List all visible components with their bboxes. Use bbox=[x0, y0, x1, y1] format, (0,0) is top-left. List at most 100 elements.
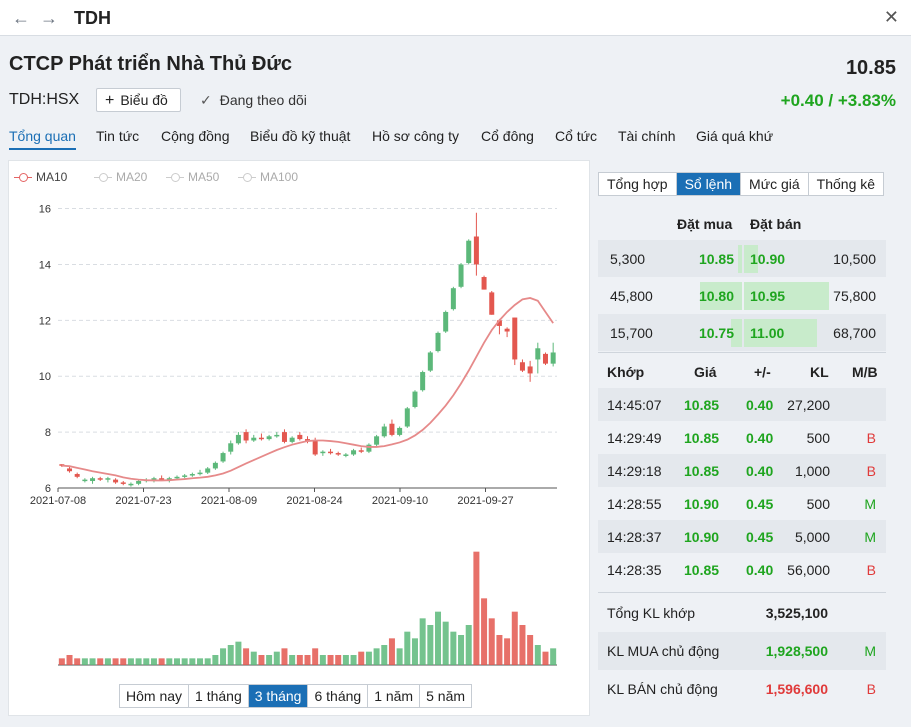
trade-row: 14:29:49 10.85 0.40 500 B bbox=[598, 421, 886, 454]
range-5[interactable]: 1 năm bbox=[368, 685, 421, 707]
arrow-left-icon[interactable]: ← bbox=[12, 8, 30, 28]
range-4[interactable]: 6 tháng bbox=[308, 685, 369, 707]
subtab-1[interactable]: Tổng hợp bbox=[599, 173, 677, 195]
legend-item-ma100[interactable]: MA100 bbox=[238, 170, 298, 184]
follow-button[interactable]: ✓ Đang theo dõi bbox=[200, 92, 307, 109]
volume-bar bbox=[58, 658, 65, 665]
candle-body bbox=[197, 472, 203, 475]
volume-bar bbox=[404, 631, 411, 665]
trade-row: 14:28:35 10.85 0.40 56,000 B bbox=[598, 553, 886, 586]
ask-price[interactable]: 10.95 bbox=[750, 288, 786, 304]
volume-bar bbox=[319, 655, 326, 665]
range-1[interactable]: Hôm nay bbox=[120, 685, 190, 707]
bid-volume: 5,300 bbox=[610, 251, 646, 267]
volume-bar bbox=[220, 648, 227, 665]
trade-row: 14:29:18 10.85 0.40 1,000 B bbox=[598, 454, 886, 487]
candle-body bbox=[297, 434, 303, 440]
trade-price: 10.85 bbox=[684, 430, 720, 446]
y-tick-label: 6 bbox=[45, 483, 51, 495]
bid-price[interactable]: 10.80 bbox=[698, 288, 734, 304]
legend-label: MA100 bbox=[260, 170, 299, 184]
summary-flag: M bbox=[864, 643, 876, 659]
chart-panel: MA10 MA20 MA50 MA100 6 8 10 12 14 16 2021-07-08 20… bbox=[8, 160, 590, 716]
arrow-right-icon[interactable]: → bbox=[40, 8, 58, 28]
tab-1[interactable]: Tổng quan bbox=[9, 128, 76, 150]
trade-time: 14:28:37 bbox=[607, 529, 662, 545]
candle-body bbox=[59, 464, 65, 466]
candle-body bbox=[159, 478, 165, 480]
candle-body bbox=[374, 436, 380, 445]
candle-body bbox=[512, 317, 518, 360]
subtab-2[interactable]: Sổ lệnh bbox=[676, 173, 742, 195]
trade-volume: 1,000 bbox=[794, 463, 830, 479]
volume-bar bbox=[127, 658, 134, 665]
tab-6[interactable]: Cổ đông bbox=[481, 128, 534, 144]
tab-9[interactable]: Giá quá khứ bbox=[696, 128, 774, 144]
legend-item-ma20[interactable]: MA20 bbox=[94, 170, 147, 184]
candle-body bbox=[136, 481, 142, 484]
volume-bar bbox=[189, 658, 196, 665]
volume-bar bbox=[74, 658, 81, 665]
orderbook-row: 5,300 10.85 10.90 10,500 bbox=[598, 240, 886, 277]
subtab-3[interactable]: Mức giá bbox=[741, 173, 809, 195]
trades-header-price: Giá bbox=[694, 364, 717, 380]
bid-volume: 15,700 bbox=[610, 325, 653, 341]
y-tick-label: 16 bbox=[39, 204, 51, 216]
candle-body bbox=[74, 474, 80, 477]
legend-item-ma50[interactable]: MA50 bbox=[166, 170, 219, 184]
window-titlebar: ← → TDH ✕ bbox=[0, 0, 911, 36]
bid-depth-bar bbox=[700, 282, 742, 310]
legend-marker-icon bbox=[238, 172, 256, 182]
tab-3[interactable]: Cộng đồng bbox=[161, 128, 230, 144]
close-icon[interactable]: ✕ bbox=[883, 7, 899, 27]
bid-price[interactable]: 10.85 bbox=[698, 251, 734, 267]
volume-bar bbox=[511, 611, 518, 665]
x-tick-label: 2021-09-27 bbox=[457, 495, 513, 507]
tab-8[interactable]: Tài chính bbox=[618, 128, 676, 144]
bid-price[interactable]: 10.75 bbox=[698, 325, 734, 341]
range-3[interactable]: 3 tháng bbox=[248, 685, 309, 707]
tab-4[interactable]: Biểu đồ kỹ thuật bbox=[250, 128, 351, 144]
volume-bar bbox=[181, 658, 188, 665]
range-6[interactable]: 5 năm bbox=[426, 688, 466, 704]
volume-bar bbox=[519, 625, 526, 665]
trade-price: 10.90 bbox=[684, 529, 720, 545]
trade-time: 14:29:49 bbox=[607, 430, 662, 446]
candle-body bbox=[496, 320, 502, 326]
bid-volume: 45,800 bbox=[610, 288, 653, 304]
side-panel: Tổng hợp Sổ lệnh Mức giá Thống kê Đặt mua Đ… bbox=[590, 160, 900, 716]
volume-bar bbox=[481, 598, 488, 665]
ask-price[interactable]: 10.90 bbox=[750, 251, 786, 267]
tab-2[interactable]: Tin tức bbox=[96, 128, 140, 144]
ask-price[interactable]: 11.00 bbox=[750, 325, 785, 341]
candle-body bbox=[67, 468, 73, 472]
range-2[interactable]: 1 tháng bbox=[189, 685, 249, 707]
candle-body bbox=[320, 451, 326, 454]
y-tick-label: 10 bbox=[39, 371, 51, 383]
candle-body bbox=[97, 478, 103, 480]
volume-bar bbox=[158, 658, 165, 665]
volume-bar bbox=[227, 645, 234, 665]
candle-body bbox=[435, 332, 441, 352]
ask-volume: 10,500 bbox=[833, 251, 876, 267]
chart-button[interactable]: + Biểu đồ bbox=[96, 88, 181, 112]
tab-7[interactable]: Cổ tức bbox=[555, 128, 598, 144]
legend-item-ma10[interactable]: MA10 bbox=[14, 170, 67, 184]
x-tick-label: 2021-07-23 bbox=[115, 495, 171, 507]
volume-bar bbox=[465, 625, 472, 665]
candle-body bbox=[343, 454, 349, 456]
tab-5[interactable]: Hồ sơ công ty bbox=[372, 128, 459, 144]
volume-bar bbox=[327, 655, 334, 665]
trade-side: M bbox=[864, 529, 876, 545]
trade-volume: 27,200 bbox=[787, 397, 830, 413]
trade-row: 14:45:07 10.85 0.40 27,200 bbox=[598, 388, 886, 421]
summary-label: KL BÁN chủ động bbox=[607, 681, 718, 697]
window-title: TDH bbox=[74, 8, 111, 28]
candle-body bbox=[258, 437, 264, 440]
summary-flag: B bbox=[866, 681, 876, 697]
orderbook-buy-header: Đặt mua bbox=[677, 216, 733, 232]
subtab-4[interactable]: Thống kê bbox=[816, 176, 876, 192]
volume-bar bbox=[504, 638, 511, 665]
trade-time: 14:28:55 bbox=[607, 496, 662, 512]
volume-bar bbox=[450, 631, 457, 665]
